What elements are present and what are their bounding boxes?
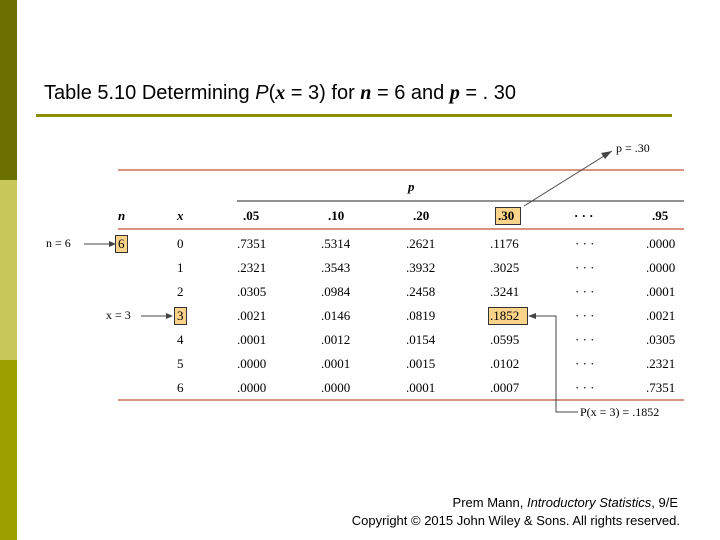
prob-cell: .5314 (321, 236, 351, 251)
title-eq2: = . 30 (459, 82, 516, 104)
ellipsis-cell: · · · (575, 356, 595, 371)
ellipsis-cell: · · · (575, 308, 595, 323)
p-header: .20 (413, 208, 430, 223)
prob-cell: .0021 (646, 308, 676, 323)
prob-cell: .0001 (321, 356, 351, 371)
prob-cell: .3241 (490, 284, 520, 299)
n-callout-label: n = 6 (46, 236, 71, 250)
prob-cell: .0000 (646, 236, 676, 251)
credit-author: Prem Mann, (452, 495, 527, 510)
title-underline (36, 114, 672, 117)
prob-callout-arrowhead (528, 313, 536, 319)
x-cell: 5 (177, 356, 184, 371)
prob-cell: .0000 (237, 356, 267, 371)
x-cell: 0 (177, 236, 184, 251)
prob-cell: .0001 (237, 332, 267, 347)
p-column-highlight (495, 207, 521, 225)
credit-edition: , 9/E (651, 495, 678, 510)
prob-cell: .0819 (406, 308, 436, 323)
x-highlight (174, 307, 187, 325)
title-n-var: n (360, 82, 372, 104)
prob-cell: .0154 (406, 332, 436, 347)
credit-book: Introductory Statistics (526, 495, 652, 510)
prob-cell: .2321 (237, 260, 267, 275)
prob-cell: .0001 (646, 284, 676, 299)
prob-cell: .3543 (321, 260, 351, 275)
slide-sidebar (0, 0, 17, 540)
n-highlight (115, 235, 128, 253)
x-cell: 3 (177, 308, 184, 323)
prob-cell: .0001 (406, 380, 436, 395)
slide-title: Table 5.10 Determining P(x = 3) for n = … (44, 82, 516, 105)
prob-cell: .0007 (490, 380, 520, 395)
prob-cell: .0595 (490, 332, 520, 347)
prob-cell: .3025 (490, 260, 520, 275)
credit-citation: Prem Mann, Introductory Statistics, 9/E (352, 494, 678, 512)
prob-cell: .0146 (321, 308, 351, 323)
prob-cell: .0012 (321, 332, 351, 347)
credit-copyright: Copyright © 2015 John Wiley & Sons. All … (351, 513, 680, 528)
prob-cell: .0102 (490, 356, 520, 371)
p-header: .95 (652, 208, 669, 223)
p-super-header: p (408, 179, 415, 194)
x-callout-arrowhead (166, 313, 173, 319)
prob-cell: .3932 (406, 260, 436, 275)
p-callout-arrow (523, 150, 613, 207)
prob-callout-label: P(x = 3) = .1852 (580, 405, 660, 419)
sidebar-segment-bottom (0, 360, 17, 540)
title-p-var: p (449, 82, 460, 104)
prob-cell: .2321 (646, 356, 676, 371)
p-callout-label: p = .30 (616, 141, 650, 155)
prob-cell: .7351 (646, 380, 676, 395)
prob-cell: .0000 (237, 380, 267, 395)
p-header: · · · (574, 208, 594, 223)
x-cell: 6 (177, 380, 184, 395)
prob-cell: .0305 (646, 332, 676, 347)
prob-cell: .0021 (237, 308, 267, 323)
ellipsis-cell: · · · (575, 332, 595, 347)
ellipsis-cell: · · · (575, 236, 595, 251)
title-open-paren: ( (268, 82, 276, 104)
ellipsis-cell: · · · (575, 260, 595, 275)
prob-cell: .1176 (490, 236, 519, 251)
prob-cell: .2458 (406, 284, 436, 299)
prob-cell: .1852 (490, 308, 520, 323)
prob-callout-connector (530, 315, 578, 413)
title-prefix: Table 5.10 Determining (44, 82, 256, 104)
p-callout-arrowhead (601, 151, 612, 159)
n-value: 6 (118, 236, 125, 251)
x-cell: 2 (177, 284, 184, 299)
ellipsis-cell: · · · (575, 284, 595, 299)
title-x-var: x (275, 82, 286, 104)
title-eq1: = 6 and (371, 82, 450, 104)
prob-cell: .0015 (406, 356, 436, 371)
prob-cell: .0305 (237, 284, 267, 299)
prob-highlight (488, 307, 528, 325)
header-n: n (118, 208, 126, 223)
p-header: .10 (328, 208, 345, 223)
ellipsis-cell: · · · (575, 380, 595, 395)
sidebar-segment-top (0, 0, 17, 180)
title-p-letter: P (255, 82, 269, 104)
prob-cell: .0984 (321, 284, 351, 299)
p-header: .30 (498, 208, 515, 223)
credit-text: Prem Mann, Introductory Statistics, 9/E … (351, 494, 680, 530)
prob-cell: .2621 (406, 236, 436, 251)
prob-cell: .0000 (321, 380, 351, 395)
x-cell: 1 (177, 260, 184, 275)
p-header: .05 (243, 208, 260, 223)
sidebar-segment-middle (0, 180, 17, 360)
prob-cell: .7351 (237, 236, 267, 251)
prob-cell: .0000 (646, 260, 676, 275)
x-cell: 4 (177, 332, 184, 347)
n-callout-arrowhead (109, 241, 116, 247)
title-mid: = 3) for (285, 82, 361, 104)
header-x: x (177, 208, 184, 223)
x-callout-label: x = 3 (106, 308, 131, 322)
